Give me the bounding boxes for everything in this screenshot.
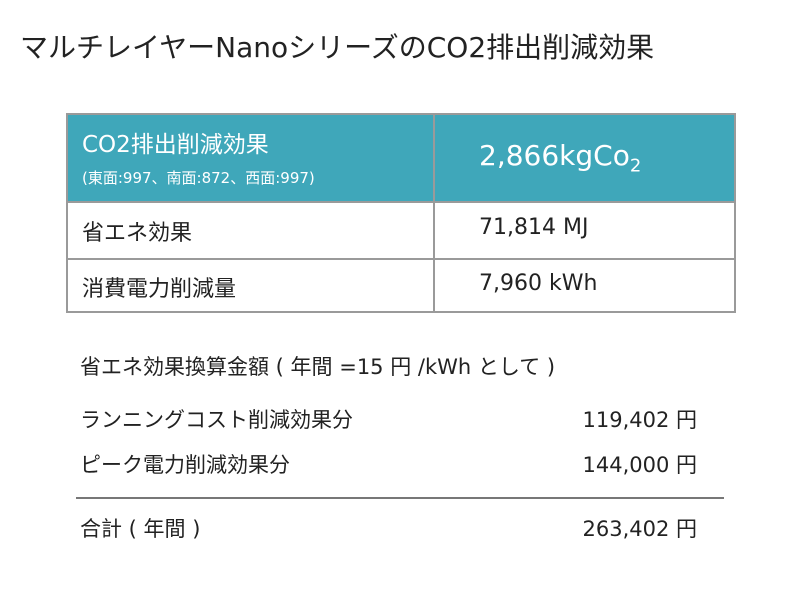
table: CO2排出削減効果 (東面:997、南面:872、西面:997) 2,866kg… [66,113,736,313]
row-divider [68,201,734,203]
page-title: マルチレイヤーNanoシリーズのCO2排出削減効果 [20,31,655,64]
row-value: 71,814 MJ [479,215,589,240]
savings-label: ピーク電力削減効果分 [80,453,290,477]
header-label: CO2排出削減効果 [82,132,269,158]
total-divider [76,497,724,499]
row-divider [68,258,734,260]
savings-value: 144,000 円 [582,453,697,477]
column-divider [433,115,435,311]
row-value: 7,960 kWh [479,271,598,296]
total-label: 合計 ( 年間 ) [80,517,201,541]
header-value-text: 2,866kgCo [479,139,630,172]
total-value: 263,402 円 [582,517,697,541]
header-value: 2,866kgCo2 [479,139,641,177]
row-label: 省エネ効果 [82,221,193,246]
savings-label: ランニングコスト削減効果分 [80,408,353,432]
row-label: 消費電力削減量 [82,277,237,302]
header-value-subscript: 2 [629,155,642,177]
savings-value: 119,402 円 [582,408,697,432]
header-row [68,115,734,201]
savings-heading: 省エネ効果換算金額 ( 年間 =15 円 /kWh として ) [80,355,556,379]
header-note: (東面:997、南面:872、西面:997) [82,169,315,187]
